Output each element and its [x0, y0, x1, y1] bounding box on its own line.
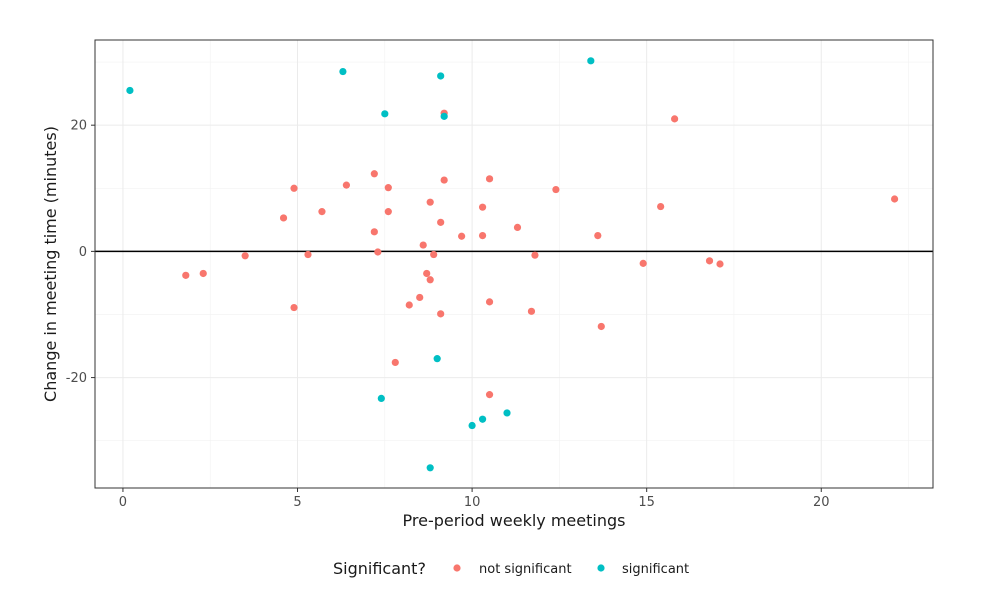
point-not-significant — [279, 214, 288, 222]
point-not-significant — [513, 223, 522, 232]
point-not-significant — [290, 184, 298, 192]
x-tick-label: 15 — [638, 495, 655, 510]
y-axis-ticks: -20 0 20 — [66, 119, 95, 386]
point-not-significant — [594, 232, 602, 240]
point-not-significant — [716, 260, 724, 268]
panel-background — [95, 40, 933, 488]
point-significant — [587, 57, 595, 65]
point-not-significant — [426, 198, 434, 206]
point-not-significant — [552, 185, 560, 194]
point-not-significant — [485, 391, 494, 399]
point-not-significant — [416, 293, 424, 302]
point-significant — [437, 72, 445, 80]
point-not-significant — [426, 276, 434, 284]
legend-label-not-significant: not significant — [479, 562, 572, 577]
point-not-significant — [597, 322, 605, 331]
point-not-significant — [440, 176, 448, 184]
point-not-significant — [437, 310, 445, 318]
point-not-significant — [458, 232, 466, 240]
legend-title: Significant? — [333, 559, 426, 578]
x-tick-label: 5 — [293, 495, 301, 510]
point-not-significant — [374, 248, 382, 256]
point-not-significant — [527, 307, 536, 315]
point-not-significant — [304, 250, 312, 259]
x-axis-title: Pre-period weekly meetings — [403, 511, 626, 530]
point-significant — [126, 86, 134, 95]
x-axis-ticks: 0 5 10 15 20 — [119, 488, 830, 510]
point-not-significant — [437, 218, 445, 226]
point-not-significant — [182, 271, 190, 279]
legend-label-significant: significant — [622, 562, 689, 577]
point-not-significant — [485, 298, 494, 306]
point-not-significant — [370, 170, 378, 178]
y-axis-title: Change in meeting time (minutes) — [41, 126, 60, 402]
x-tick-label: 20 — [813, 495, 830, 510]
point-not-significant — [318, 208, 326, 216]
point-significant — [426, 464, 434, 472]
point-not-significant — [290, 303, 298, 312]
point-significant — [478, 415, 487, 423]
x-tick-label: 10 — [464, 495, 481, 510]
point-significant — [468, 421, 476, 430]
panel-border — [94, 39, 934, 489]
point-not-significant — [405, 301, 413, 309]
point-significant — [381, 110, 389, 118]
legend: Significant? not significant significant — [333, 559, 689, 578]
y-tick-label: -20 — [66, 371, 87, 386]
point-significant — [440, 112, 448, 120]
y-tick-label: 20 — [70, 119, 87, 134]
point-significant — [339, 67, 347, 76]
point-not-significant — [478, 232, 487, 240]
legend-key-not-significant — [453, 564, 461, 572]
point-not-significant — [671, 115, 679, 123]
point-not-significant — [430, 250, 438, 259]
point-not-significant — [384, 184, 392, 192]
point-not-significant — [485, 175, 494, 183]
y-tick-label: 0 — [79, 245, 87, 260]
data-points — [126, 57, 899, 472]
point-not-significant — [370, 228, 378, 236]
point-not-significant — [423, 269, 431, 278]
point-not-significant — [199, 269, 207, 278]
point-not-significant — [419, 241, 427, 249]
point-significant — [377, 394, 385, 402]
point-not-significant — [639, 259, 647, 267]
point-not-significant — [478, 203, 487, 211]
point-not-significant — [384, 208, 392, 216]
point-not-significant — [342, 181, 350, 189]
point-not-significant — [705, 257, 714, 265]
point-not-significant — [241, 252, 249, 260]
point-not-significant — [531, 251, 539, 259]
point-significant — [433, 355, 441, 363]
point-not-significant — [890, 195, 899, 203]
point-significant — [503, 409, 511, 417]
x-tick-label: 0 — [119, 495, 127, 510]
point-not-significant — [657, 202, 665, 211]
point-not-significant — [391, 358, 399, 367]
legend-key-significant — [597, 564, 605, 572]
